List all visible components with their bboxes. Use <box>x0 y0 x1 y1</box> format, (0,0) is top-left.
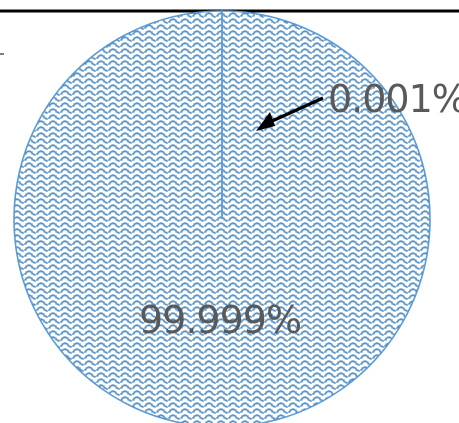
slice-label-large: 99.999% <box>139 298 301 342</box>
pie-slices <box>13 10 431 423</box>
arrow-shaft <box>269 96 324 124</box>
slice-label-small: 0.001% <box>328 77 459 121</box>
arrow-annotation <box>256 96 324 131</box>
arrow-head <box>256 112 275 131</box>
